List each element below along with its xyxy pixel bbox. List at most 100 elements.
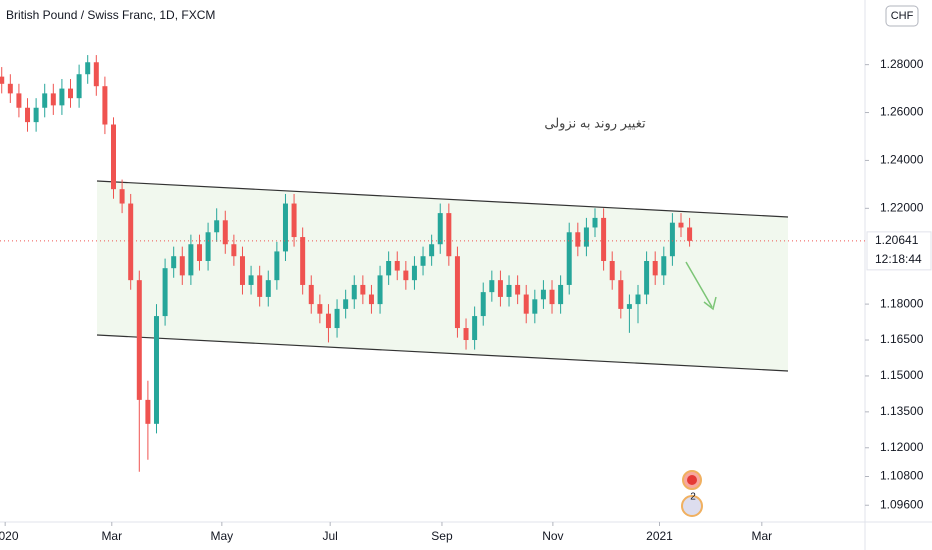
candle-body [308, 284, 314, 305]
candle-body [317, 304, 323, 314]
event-count: 2 [690, 492, 696, 503]
candle-body [248, 275, 254, 285]
candle-body [609, 261, 615, 281]
candle-body [334, 308, 340, 329]
candle-body [626, 304, 632, 309]
candle-body [291, 203, 297, 238]
candle-body [351, 284, 357, 300]
x-tick-label: Sep [431, 529, 453, 543]
candle-body [506, 284, 512, 297]
currency-label: CHF [891, 10, 914, 22]
arrow-head [703, 296, 717, 311]
candle-body [265, 280, 271, 297]
channel-upper [96, 180, 789, 218]
countdown-label: 12:18:44 [875, 252, 922, 266]
candle-body [661, 256, 667, 276]
candle-body [7, 83, 13, 94]
candle-body [42, 93, 48, 108]
candle-body [257, 275, 263, 297]
candle-body [222, 220, 228, 245]
candle-body [368, 294, 374, 305]
candle-body [644, 261, 650, 295]
candle-body [239, 256, 245, 285]
last-price-label: 1.20641 [875, 233, 919, 247]
x-tick-label: 2020 [0, 529, 19, 543]
candle-body [429, 244, 435, 257]
channel-lower [96, 334, 789, 372]
y-tick-label: 1.26000 [880, 105, 924, 119]
candles [0, 55, 693, 472]
candle-body [566, 232, 572, 285]
arrow [685, 261, 713, 308]
candle-body [454, 256, 460, 329]
candle-body [532, 299, 538, 314]
candle-body [205, 232, 211, 261]
last-price-box [866, 231, 932, 271]
candle-body [618, 280, 624, 309]
candle-body [325, 313, 331, 329]
candle-body [515, 284, 521, 295]
candle-body [153, 316, 159, 424]
channel-fill [97, 181, 788, 371]
candle-body [540, 289, 546, 300]
currency-button[interactable] [885, 5, 919, 27]
candle-body [575, 232, 581, 247]
candle-body [188, 244, 194, 276]
y-tick-label: 1.24000 [880, 153, 924, 167]
y-tick-label: 1.22000 [880, 200, 924, 214]
event-icon[interactable] [681, 495, 703, 517]
candle-body [360, 284, 366, 295]
x-tick-label: Jul [323, 529, 338, 543]
candle-body [386, 261, 392, 276]
candle-body [669, 222, 675, 257]
candle-body [119, 189, 125, 204]
candle-body [162, 268, 168, 317]
candle-body [635, 294, 641, 305]
candle-body [33, 107, 39, 123]
annotation: تغییر روند به نزولی [544, 115, 646, 131]
candle-body [558, 284, 564, 305]
candle-body [50, 93, 56, 106]
candle-body [377, 275, 383, 305]
candle-body [652, 261, 658, 276]
candle-body [25, 107, 31, 123]
candle-body [231, 244, 237, 257]
candle-body [102, 86, 108, 125]
candle-body [463, 328, 469, 341]
candle-body [497, 280, 503, 297]
candle-body [678, 222, 684, 228]
candle-body [549, 289, 555, 305]
x-tick-label: Mar [751, 529, 772, 543]
candle-body [171, 256, 177, 269]
candle-body [601, 217, 607, 261]
x-tick-label: 2021 [646, 529, 673, 543]
candle-body [403, 270, 409, 281]
candle-body [472, 316, 478, 341]
x-tick-label: Mar [101, 529, 122, 543]
candle-body [343, 299, 349, 309]
candle-body [300, 237, 306, 285]
y-tick-label: 1.09600 [880, 497, 924, 511]
y-tick-label: 1.16500 [880, 332, 924, 346]
candle-body [480, 292, 486, 317]
y-tick-label: 1.18000 [880, 296, 924, 310]
y-tick-label: 1.15000 [880, 368, 924, 382]
y-tick-label: 1.28000 [880, 57, 924, 71]
candle-body [437, 213, 443, 245]
candle-body [411, 265, 417, 281]
candle-body [16, 93, 22, 108]
candle-body [76, 74, 82, 99]
candle-body [282, 203, 288, 252]
event-icon-inner [687, 475, 697, 485]
candle-body [179, 256, 185, 276]
candle-body [687, 227, 693, 241]
candle-body [85, 62, 91, 75]
y-tick-label: 1.12000 [880, 440, 924, 454]
y-tick-label: 1.13500 [880, 404, 924, 418]
candle-body [274, 251, 280, 281]
candle-body [59, 88, 65, 106]
candle-body [446, 213, 452, 257]
candle-body [394, 261, 400, 271]
candle-body [110, 124, 116, 190]
